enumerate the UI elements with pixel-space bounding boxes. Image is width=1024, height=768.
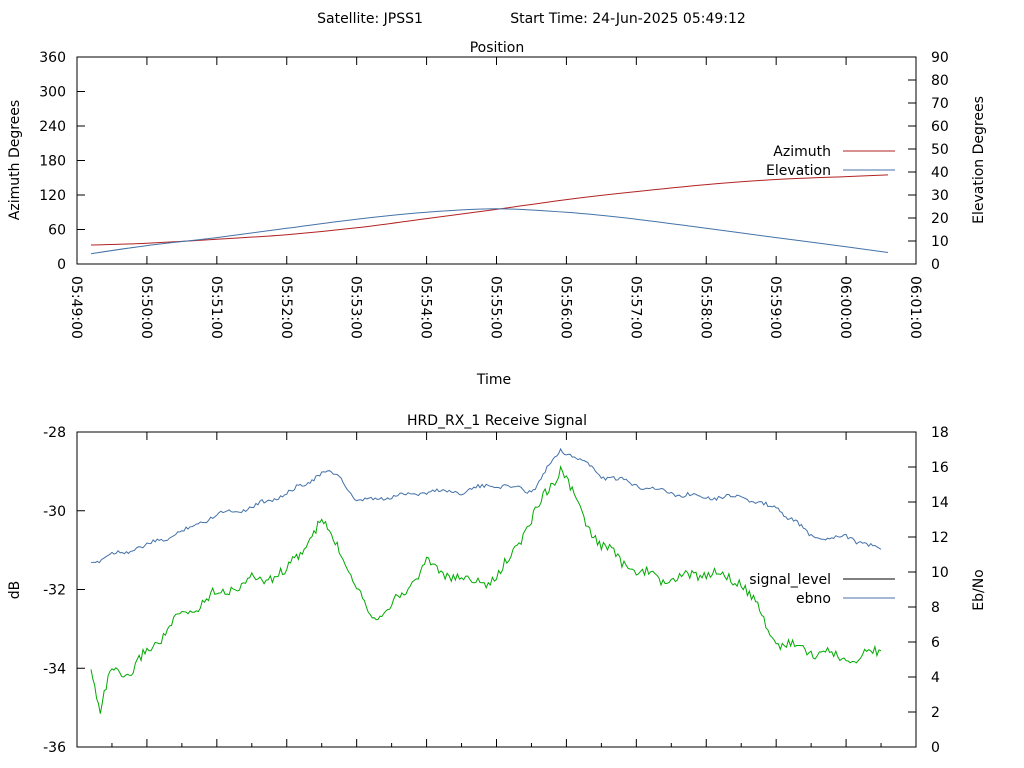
position-x-tick-label: 05:51:00 <box>208 276 224 339</box>
position-y2-tick-label: 40 <box>931 165 949 181</box>
signal-y-tick-label: -34 <box>43 661 66 677</box>
signal-chart-title: HRD_RX_1 Receive Signal <box>407 413 587 429</box>
legend-signal-level-label: signal_level <box>749 572 831 588</box>
header-start-time: Start Time: 24-Jun-2025 05:49:12 <box>510 11 746 27</box>
position-x-tick-label: 05:50:00 <box>138 276 154 339</box>
position-x-tick-label: 05:52:00 <box>278 276 294 339</box>
receive-signal-chart: HRD_RX_1 Receive Signal -36-34-32-30-28 … <box>7 413 987 756</box>
signal-y2-tick-label: 14 <box>931 495 949 511</box>
position-y2-tick-label: 90 <box>931 50 949 66</box>
position-x-tick-label: 05:54:00 <box>418 276 434 339</box>
signal-y2-tick-label: 12 <box>931 530 949 546</box>
position-y2-tick-label: 0 <box>931 257 940 273</box>
position-x-axis-label: Time <box>476 372 511 388</box>
position-y-tick-label: 0 <box>57 257 66 273</box>
signal-y2-axis-label: Eb/No <box>971 569 987 611</box>
signal-y2-tick-label: 0 <box>931 740 940 756</box>
position-x-tick-label: 05:57:00 <box>627 276 643 339</box>
signal-y-tick-label: -30 <box>43 504 66 520</box>
position-x-tick-label: 05:55:00 <box>488 276 504 339</box>
position-y-tick-label: 60 <box>48 223 66 239</box>
signal-y-tick-label: -32 <box>43 583 66 599</box>
position-y-tick-label: 120 <box>39 188 66 204</box>
position-x-tick-label: 05:59:00 <box>767 276 783 339</box>
position-y-tick-label: 180 <box>39 154 66 170</box>
signal-series-unlabeled-line <box>90 465 882 714</box>
signal-y2-tick-label: 8 <box>931 600 940 616</box>
position-y2-axis-label: Elevation Degrees <box>971 96 987 224</box>
position-y2-tick-label: 50 <box>931 142 949 158</box>
position-x-tick-label: 05:49:00 <box>68 276 84 339</box>
position-y2-tick-label: 30 <box>931 188 949 204</box>
position-y2-tick-label: 80 <box>931 73 949 89</box>
position-y2-tick-label: 20 <box>931 211 949 227</box>
header-satellite: Satellite: JPSS1 <box>317 11 423 27</box>
position-y2-tick-label: 60 <box>931 119 949 135</box>
position-y-tick-label: 360 <box>39 50 66 66</box>
signal-y2-tick-label: 16 <box>931 460 949 476</box>
legend-ebno-label: ebno <box>796 591 831 607</box>
signal-y2-tick-label: 18 <box>931 425 949 441</box>
position-series-azimuth-line <box>90 174 889 246</box>
position-y2-tick-label: 10 <box>931 234 949 250</box>
signal-y2-tick-label: 2 <box>931 705 940 721</box>
signal-y2-tick-label: 6 <box>931 635 940 651</box>
position-series-elevation-line <box>90 208 889 255</box>
position-y-tick-label: 300 <box>39 85 66 101</box>
position-y2-tick-label: 70 <box>931 96 949 112</box>
position-plot-frame <box>76 56 917 265</box>
position-x-tick-label: 05:56:00 <box>557 276 573 339</box>
position-y-tick-label: 240 <box>39 119 66 135</box>
position-y-axis-label: Azimuth Degrees <box>7 100 23 220</box>
signal-y2-tick-label: 4 <box>931 670 940 686</box>
signal-series-ebno-line <box>90 447 882 564</box>
signal-y-tick-label: -36 <box>43 740 66 756</box>
position-x-tick-label: 05:53:00 <box>348 276 364 339</box>
position-x-tick-label: 06:01:00 <box>907 276 923 339</box>
position-chart-title: Position <box>470 40 525 56</box>
position-x-tick-label: 06:00:00 <box>837 276 853 339</box>
position-chart: Position 0 60 120 180 240 300 360 0 10 20 30 40 50 6… <box>7 40 987 388</box>
signal-plot-frame <box>76 431 917 748</box>
signal-y-axis-label: dB <box>7 581 23 600</box>
signal-y2-tick-label: 10 <box>931 565 949 581</box>
legend-azimuth-label: Azimuth <box>773 144 831 160</box>
position-x-tick-label: 05:58:00 <box>697 276 713 339</box>
signal-y-tick-label: -28 <box>43 425 66 441</box>
legend-elevation-label: Elevation <box>766 163 831 179</box>
